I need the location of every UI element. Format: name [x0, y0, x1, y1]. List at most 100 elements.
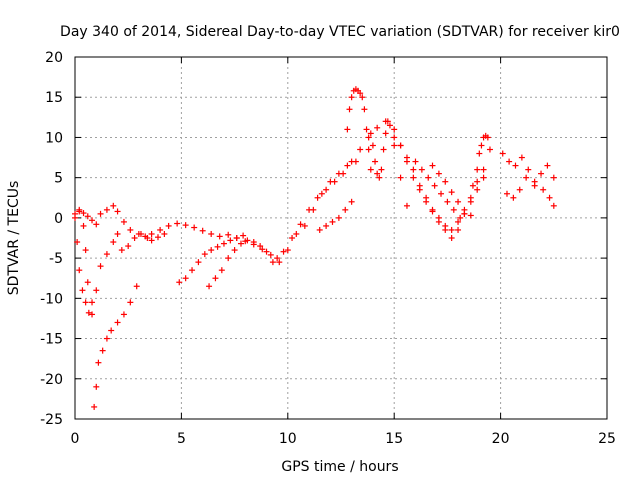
data-point — [72, 214, 78, 221]
data-point — [469, 182, 476, 189]
data-point — [318, 190, 325, 197]
data-point — [76, 206, 83, 213]
data-point — [546, 194, 553, 201]
data-point — [84, 213, 91, 220]
data-point — [403, 154, 410, 161]
series-decline-15-18 — [391, 134, 487, 233]
data-point — [103, 251, 110, 258]
data-point — [344, 162, 351, 169]
data-point — [110, 239, 117, 246]
data-point — [212, 275, 219, 282]
data-point — [165, 222, 172, 229]
data-point — [127, 226, 134, 233]
series-peak-13 — [344, 86, 374, 173]
data-point — [512, 162, 519, 169]
data-point — [80, 210, 87, 217]
data-point — [361, 106, 368, 113]
data-point — [550, 174, 557, 181]
data-point — [297, 221, 304, 228]
data-point — [323, 222, 330, 229]
data-point — [220, 240, 227, 247]
data-point — [131, 235, 138, 241]
data-point — [148, 230, 155, 237]
data-point — [80, 222, 87, 229]
series-hook-19 — [469, 132, 493, 189]
data-point — [91, 403, 98, 410]
data-point — [76, 267, 83, 274]
plot-frame — [74, 56, 608, 420]
data-point — [93, 287, 100, 294]
data-point — [538, 170, 545, 177]
data-point — [367, 166, 374, 173]
data-point — [293, 230, 300, 237]
data-point — [346, 106, 353, 113]
data-point — [120, 311, 127, 318]
data-point — [435, 214, 442, 221]
data-point — [544, 162, 551, 169]
data-point — [365, 134, 372, 141]
data-point — [85, 309, 92, 316]
data-point — [418, 166, 425, 173]
series-drop-14 — [367, 118, 410, 209]
data-point — [103, 335, 110, 342]
data-point — [429, 162, 436, 169]
data-point — [182, 222, 189, 229]
data-point — [335, 214, 342, 221]
data-point — [448, 189, 455, 196]
data-point — [84, 279, 91, 286]
data-point — [214, 243, 221, 250]
data-point — [225, 231, 232, 238]
data-point — [110, 202, 117, 209]
data-point — [227, 237, 234, 244]
series-cluster-20-22 — [499, 150, 557, 185]
data-point — [359, 94, 366, 101]
data-point — [97, 210, 104, 217]
data-point — [74, 239, 81, 246]
data-point — [225, 255, 232, 262]
data-point — [410, 174, 417, 181]
y-tick-label: 15 — [45, 90, 63, 106]
data-point — [367, 130, 374, 137]
data-point — [79, 287, 86, 294]
data-point — [425, 174, 432, 181]
data-point — [161, 230, 168, 237]
data-point — [374, 170, 381, 177]
data-point — [276, 259, 283, 266]
data-point — [259, 246, 266, 253]
data-point — [455, 226, 462, 233]
data-point — [474, 186, 481, 193]
data-point — [208, 230, 215, 237]
data-point — [480, 174, 487, 181]
data-point — [457, 214, 464, 221]
data-point — [431, 182, 438, 189]
series-left-loop — [76, 206, 168, 306]
data-point — [182, 275, 189, 282]
data-point — [378, 166, 385, 173]
data-point — [206, 283, 213, 290]
data-point — [314, 194, 321, 201]
data-point — [118, 247, 125, 254]
data-point — [510, 194, 517, 201]
y-tick-label: 5 — [54, 171, 63, 187]
data-point — [403, 202, 410, 209]
data-point — [218, 267, 225, 274]
data-point — [384, 118, 391, 125]
data-point — [244, 237, 251, 244]
x-tick-label: 15 — [385, 431, 403, 447]
data-point — [397, 142, 404, 149]
series-branch-5 — [176, 232, 247, 286]
data-point — [435, 170, 442, 177]
data-point — [191, 224, 198, 231]
data-point — [327, 178, 334, 185]
data-point — [442, 178, 449, 185]
data-points — [72, 86, 557, 410]
data-point — [369, 142, 376, 149]
data-point — [82, 247, 89, 254]
data-point — [450, 206, 457, 213]
data-point — [195, 259, 202, 266]
series-rise-11 — [276, 158, 359, 266]
data-point — [199, 227, 206, 234]
data-point — [516, 186, 523, 193]
data-point — [237, 240, 244, 247]
